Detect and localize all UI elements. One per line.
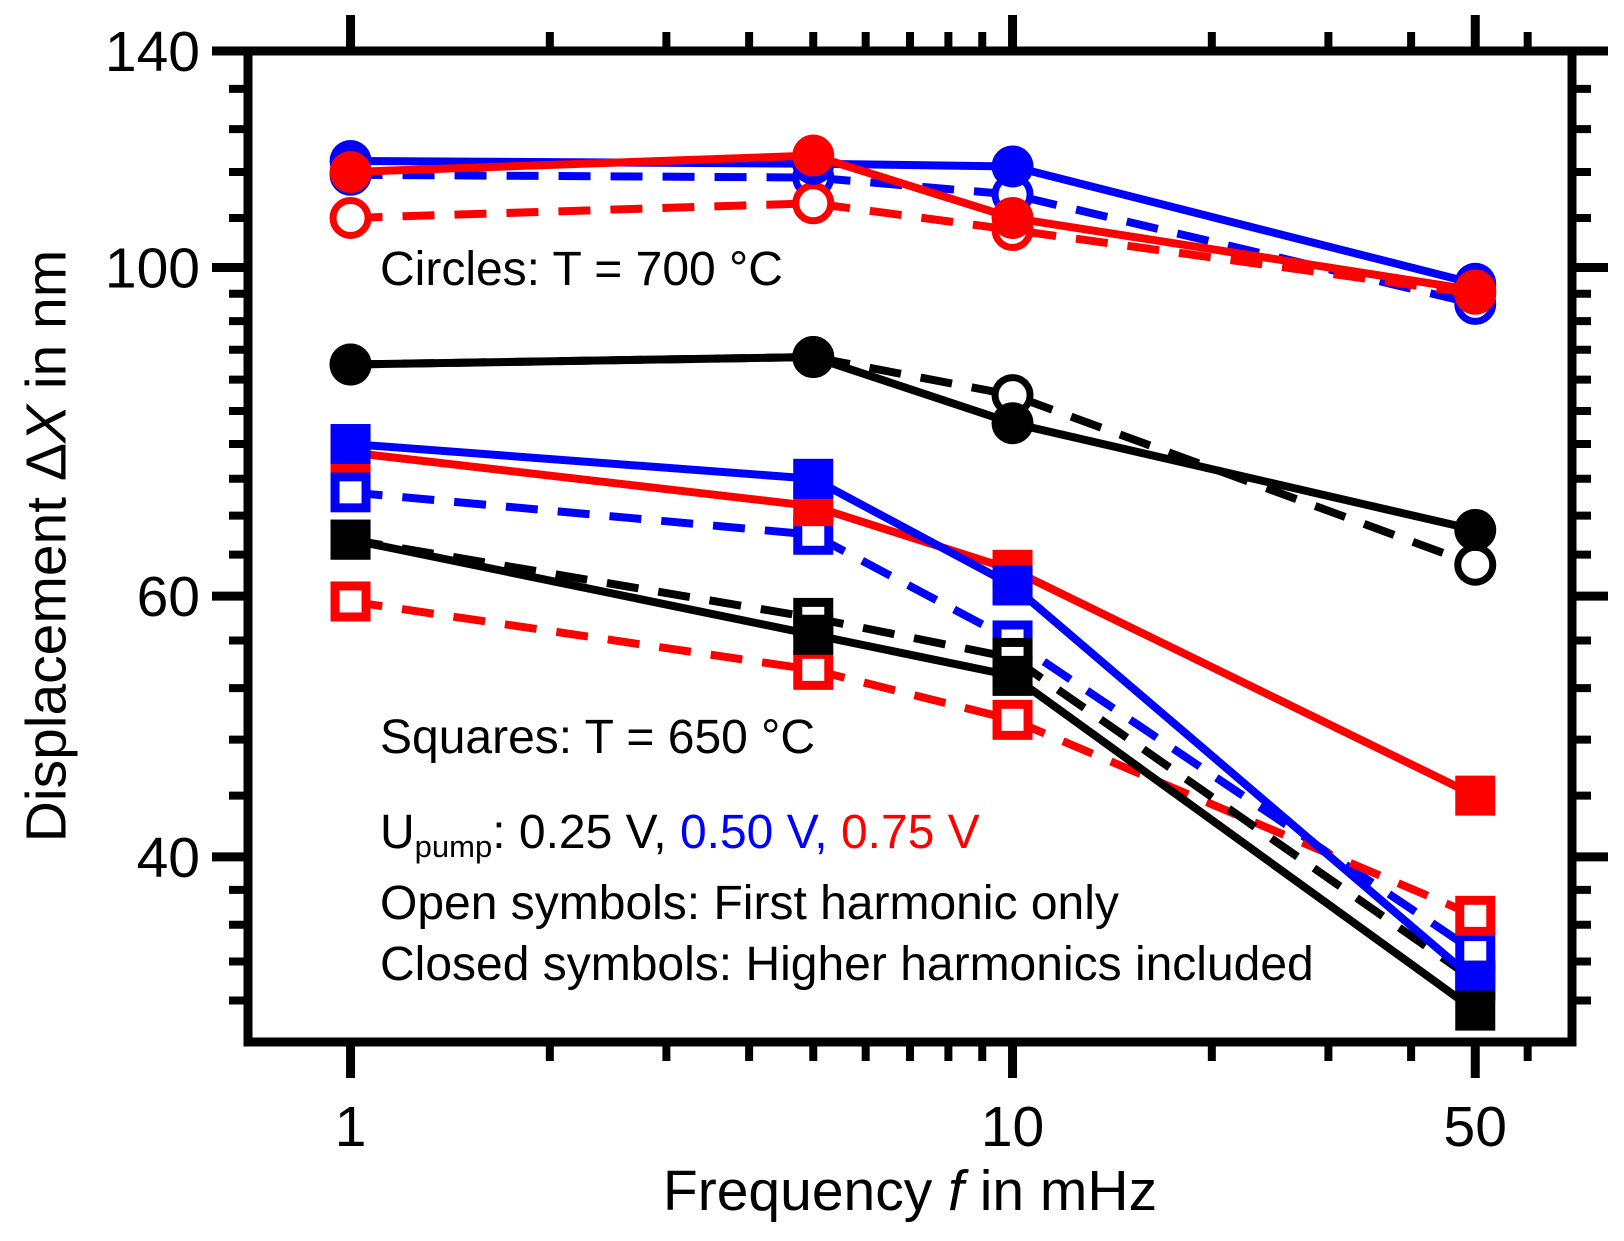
upump-value-black: : 0.25 V,	[492, 806, 680, 859]
x-axis-title: Frequency f in mHz	[662, 1159, 1158, 1223]
closed-circle-marker	[991, 402, 1034, 445]
x-tick-label: 50	[1444, 1095, 1507, 1159]
closed-square-marker	[992, 565, 1033, 606]
closed-circle-marker	[1454, 508, 1497, 551]
open-square-marker	[330, 581, 371, 622]
dashed-series-line	[349, 597, 1477, 920]
solid-series-line	[350, 353, 1477, 534]
x-tick-label: 10	[981, 1095, 1044, 1159]
closed-circle-marker	[991, 196, 1034, 239]
x-axis-ticks	[346, 15, 1532, 1078]
closed-square-marker	[330, 424, 371, 465]
closed-circle-marker	[329, 343, 372, 386]
solid-series-line	[350, 440, 1478, 984]
series-t700-0.50v-first-harmonic	[329, 153, 1497, 325]
closed-circle-marker	[991, 145, 1034, 188]
upump-subscript: pump	[414, 829, 493, 864]
upump-symbol: U	[380, 806, 415, 859]
closed-circle-marker	[792, 134, 835, 177]
open-circle-marker	[1454, 543, 1497, 586]
closed-circle-marker	[329, 150, 372, 193]
series-t650-0.25v-higher-harmonics	[330, 519, 1496, 1031]
closed-square-marker	[1455, 775, 1496, 816]
open-circle-marker	[329, 196, 372, 239]
closed-square-marker	[793, 614, 834, 655]
x-tick-labels: 1 10 50	[335, 1095, 1507, 1159]
y-tick-label: 60	[137, 565, 200, 629]
closed-circle-marker	[1454, 269, 1497, 312]
y-axis-title: Displacement ΔX in nm	[14, 249, 79, 843]
y-tick-label: 100	[105, 236, 200, 300]
dashed-series-line	[350, 199, 1476, 298]
dashed-series-line	[349, 535, 1478, 984]
series-t700-0.25v-higher-harmonics	[329, 336, 1497, 551]
closed-symbols-annotation: Closed symbols: Higher harmonics include…	[380, 938, 1314, 991]
upump-annotation: Upump: 0.25 V, 0.50 V, 0.75 V	[380, 806, 980, 864]
squares-temperature-annotation: Squares: T = 650 °C	[380, 711, 816, 764]
y-tick-label: 140	[105, 20, 200, 84]
open-square-marker	[330, 472, 371, 513]
open-square-marker	[992, 699, 1033, 740]
closed-square-marker	[330, 519, 371, 560]
closed-circle-marker	[792, 336, 835, 379]
solid-series-line	[349, 535, 1478, 1014]
upump-value-red: 0.75 V	[840, 806, 980, 859]
open-symbols-annotation: Open symbols: First harmonic only	[380, 877, 1119, 930]
solid-series-line	[350, 448, 1478, 800]
solid-series-line	[350, 151, 1476, 295]
series-t700-0.75v-higher-harmonics	[329, 134, 1497, 312]
open-square-marker	[1455, 895, 1496, 936]
upump-value-blue: 0.50 V,	[679, 806, 841, 859]
open-square-marker	[793, 649, 834, 690]
dashed-series-line	[350, 488, 1478, 956]
open-circle-marker	[792, 182, 835, 225]
series-t650-0.75v-first-harmonic	[330, 581, 1496, 936]
closed-square-marker	[992, 655, 1033, 696]
series-t700-0.25v-first-harmonic	[329, 336, 1497, 586]
closed-square-marker	[793, 458, 834, 499]
y-tick-label: 40	[137, 826, 200, 890]
y-axis-ticks	[212, 46, 1608, 1005]
closed-square-marker	[1455, 990, 1496, 1031]
series-t650-0.50v-higher-harmonics	[330, 424, 1496, 1001]
y-tick-labels: 40 60 100 140	[105, 20, 200, 890]
dashed-series-line	[350, 170, 1477, 308]
x-tick-label: 1	[335, 1095, 367, 1159]
circles-temperature-annotation: Circles: T = 700 °C	[380, 243, 783, 296]
